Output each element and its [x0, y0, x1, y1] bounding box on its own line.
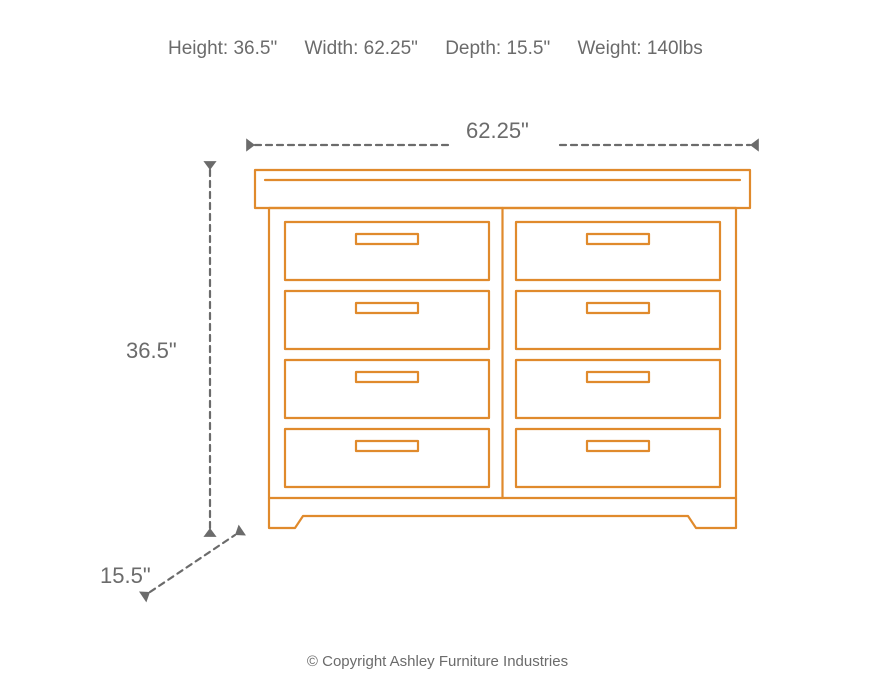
copyright-text: © Copyright Ashley Furniture Industries — [0, 653, 875, 670]
furniture-diagram — [0, 0, 875, 700]
